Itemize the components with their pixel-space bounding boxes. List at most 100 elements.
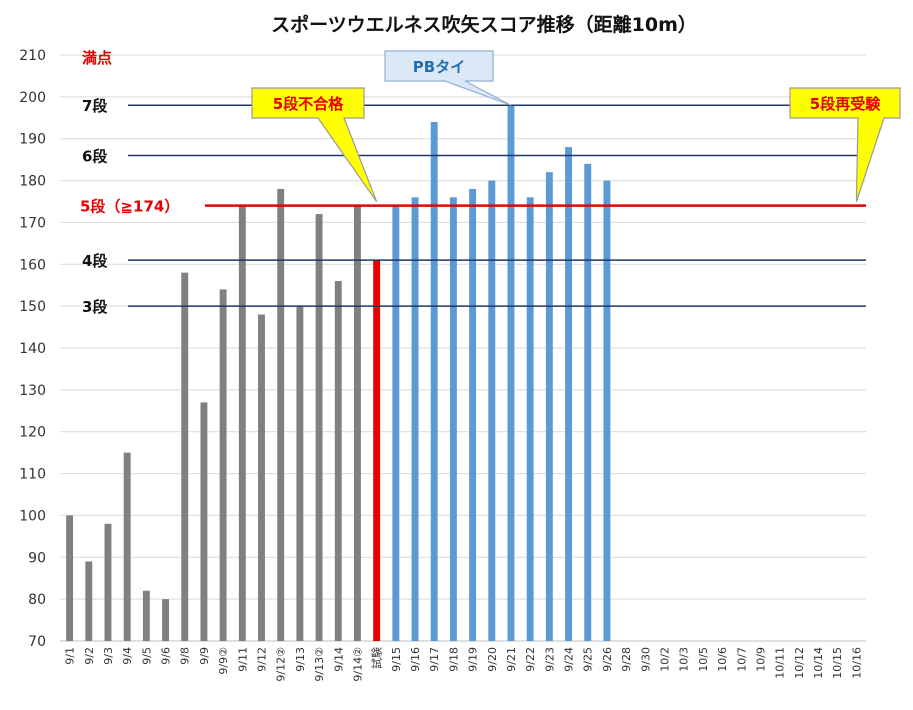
- bar-9/9②: [219, 289, 227, 641]
- chart-title: スポーツウエルネス吹矢スコア推移（距離10m）: [271, 13, 697, 36]
- x-tick-label: 9/12②: [275, 647, 288, 682]
- x-tick-label: 10/6: [716, 647, 729, 672]
- y-tick-label: 180: [19, 174, 46, 190]
- x-tick-label: 9/14: [332, 647, 345, 672]
- x-tick-label: 9/9: [198, 647, 211, 665]
- bar-9/9: [200, 402, 208, 641]
- x-tick-label: 10/9: [754, 647, 767, 672]
- bar-9/16: [411, 197, 419, 642]
- y-tick-label: 140: [19, 341, 46, 357]
- x-tick-label: 9/6: [160, 647, 173, 665]
- x-tick-label: 10/11: [774, 647, 787, 679]
- callout-shape: [251, 87, 378, 203]
- x-tick-label: 10/15: [831, 647, 844, 679]
- x-tick-label: 9/5: [140, 647, 153, 665]
- x-tick-label: 9/17: [428, 647, 441, 672]
- bar-9/24: [565, 147, 573, 642]
- callout-label: 5段再受験: [810, 95, 881, 113]
- x-tick-label: 試験: [370, 647, 384, 669]
- x-tick-label: 9/28: [620, 647, 633, 672]
- x-tick-label: 9/21: [505, 647, 518, 672]
- y-tick-label: 130: [19, 383, 46, 399]
- y-tick-label: 100: [19, 508, 46, 524]
- bar-9/2: [85, 561, 93, 641]
- annotation-layer: 5段不合格 PBタイ 5段再受験: [251, 50, 901, 203]
- x-tick-label: 9/12: [256, 647, 269, 672]
- y-tick-label: 170: [19, 215, 46, 231]
- bar-9/4: [123, 452, 131, 641]
- y-axis: 70 80 90 100 110 120 130 140 150 160 170 180 190 200 2…: [19, 48, 46, 650]
- x-tick-label: 10/14: [812, 647, 825, 679]
- bar-layer: [66, 105, 611, 642]
- callout-label: PBタイ: [413, 58, 465, 76]
- bar-9/13: [296, 306, 304, 641]
- callout-label: 5段不合格: [273, 95, 344, 113]
- x-tick-label: 9/4: [121, 647, 134, 665]
- y-tick-label: 80: [28, 592, 46, 608]
- bar-9/15: [392, 205, 400, 641]
- y-tick-label: 190: [19, 132, 46, 148]
- bar-9/20: [488, 180, 496, 642]
- level-label: 3段: [82, 298, 107, 316]
- level-label: 満点: [82, 49, 112, 67]
- x-tick-label: 10/16: [850, 647, 863, 679]
- bar-9/8: [181, 272, 189, 641]
- x-tick-label: 9/24: [563, 647, 576, 672]
- bar-9/3: [104, 523, 112, 641]
- x-tick-label: 10/2: [659, 647, 672, 672]
- x-tick-label: 9/22: [524, 647, 537, 672]
- x-tick-label: 9/19: [467, 647, 480, 672]
- bar-試験: [373, 260, 381, 641]
- bar-9/26: [603, 180, 611, 642]
- x-tick-label: 10/3: [678, 647, 691, 672]
- x-tick-label: 9/11: [236, 647, 249, 672]
- grid-layer: [60, 54, 866, 642]
- y-tick-label: 150: [19, 299, 46, 315]
- x-tick-label: 10/12: [793, 647, 806, 679]
- x-tick-label: 10/5: [697, 647, 710, 672]
- x-tick-label: 9/13②: [313, 647, 326, 682]
- x-tick-label: 9/1: [64, 647, 77, 665]
- bar-9/18: [449, 197, 457, 642]
- x-tick-label: 9/2: [83, 647, 96, 665]
- bar-9/17: [430, 121, 438, 641]
- x-tick-label: 9/13: [294, 647, 307, 672]
- x-tick-label: 9/23: [543, 647, 556, 672]
- level-layer: 満点 7段 6段 5段（≧174） 4段 3段: [80, 49, 866, 316]
- y-tick-label: 160: [19, 257, 46, 273]
- y-tick-label: 90: [28, 550, 46, 566]
- y-tick-label: 120: [19, 425, 46, 441]
- x-tick-label: 9/20: [486, 647, 499, 672]
- bar-9/25: [584, 163, 592, 642]
- level-label: 4段: [82, 252, 107, 270]
- callout-shape: [384, 50, 512, 106]
- y-tick-label: 110: [19, 467, 46, 483]
- bar-9/12: [258, 314, 265, 641]
- x-tick-label: 10/7: [735, 647, 748, 672]
- x-tick-label: 9/15: [390, 647, 403, 672]
- x-tick-label: 9/25: [582, 647, 595, 672]
- level-label: 6段: [82, 147, 107, 165]
- y-tick-label: 70: [28, 634, 46, 650]
- x-tick-label: 9/3: [102, 647, 115, 665]
- x-axis: 9/1 9/2 9/3 9/4 9/5 9/6 9/8 9/9 9/9② 9/11 9/12 9/12…: [64, 647, 864, 682]
- bar-9/14: [334, 281, 342, 641]
- x-tick-label: 9/9②: [217, 647, 230, 675]
- bar-9/19: [469, 188, 477, 641]
- x-tick-label: 9/8: [179, 647, 192, 665]
- bar-9/5: [142, 590, 150, 641]
- x-tick-label: 9/26: [601, 647, 614, 672]
- x-tick-label: 9/16: [409, 647, 422, 672]
- x-tick-label: 9/30: [639, 647, 652, 672]
- x-tick-label: 9/14②: [351, 647, 364, 682]
- bar-9/1: [66, 515, 74, 641]
- bar-9/11: [238, 205, 246, 641]
- callout-shape: [789, 87, 901, 202]
- bar-9/12②: [277, 188, 285, 641]
- bar-9/21: [507, 105, 515, 641]
- bar-9/13②: [315, 214, 323, 642]
- bar-9/14②: [353, 205, 361, 641]
- bar-9/23: [545, 172, 553, 641]
- level-label: 5段（≧174）: [80, 198, 179, 216]
